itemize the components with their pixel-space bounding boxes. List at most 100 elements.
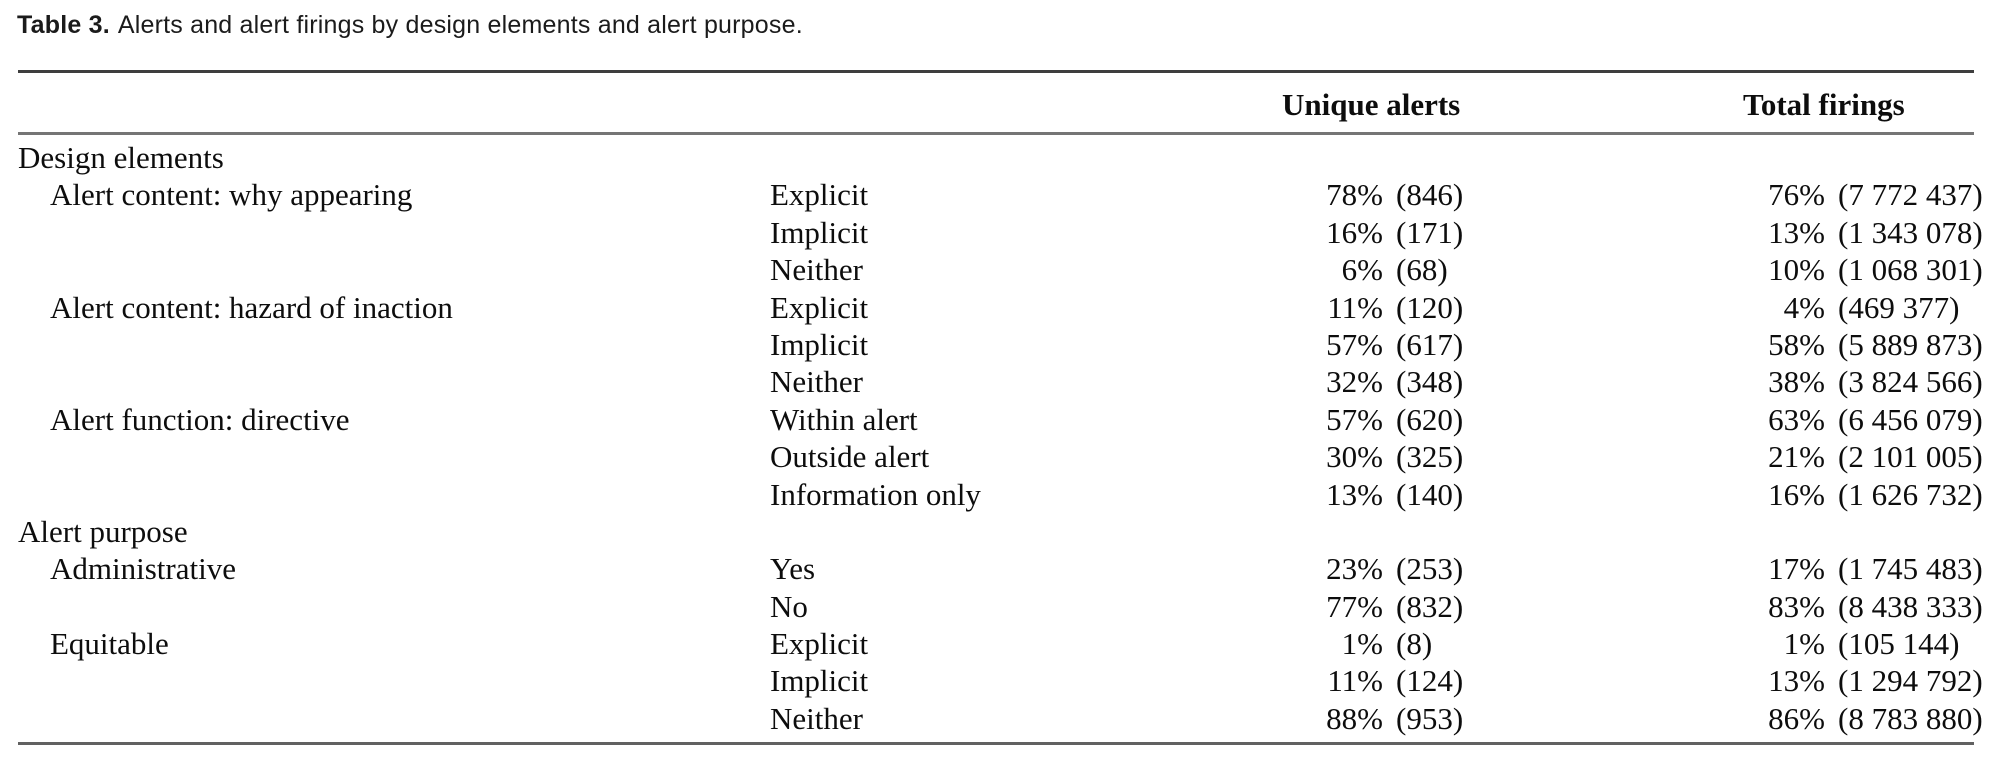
unique-count: (620): [1396, 401, 1464, 437]
table-row: Implicit 57% (617) 58% (5 889 873): [18, 326, 1983, 363]
table-row: Neither 32% (348) 38% (3 824 566): [18, 363, 1983, 400]
group-label: [18, 214, 770, 251]
table-body: Design elements Alert content: why appea…: [18, 135, 1983, 742]
table-row: Alert content: hazard of inaction Explic…: [18, 289, 1974, 326]
total-count: (469 377): [1838, 289, 1960, 325]
group-label: [18, 700, 770, 737]
total-firings-value: 58% (5 889 873): [1740, 326, 1983, 363]
group-label: [18, 438, 770, 475]
level-label: Neither: [770, 252, 863, 288]
unique-count: (8): [1396, 626, 1433, 662]
unique-count: (325): [1396, 439, 1464, 475]
group-label: Equitable: [50, 626, 169, 662]
unique-pct: 1%: [1341, 626, 1383, 662]
unique-alerts-value: 11% (120): [1280, 289, 1740, 326]
table-row: Information only 13% (140) 16% (1 626 732): [18, 476, 1983, 513]
group-label: [18, 251, 770, 288]
unique-alerts-value: 57% (620): [1280, 401, 1740, 438]
unique-alerts-value: 6% (68): [1280, 251, 1740, 288]
unique-count: (832): [1396, 588, 1464, 624]
group-label: [18, 662, 770, 699]
unique-pct: 30%: [1326, 439, 1383, 475]
table-row: No 77% (832) 83% (8 438 333): [18, 588, 1983, 625]
total-pct: 4%: [1783, 289, 1825, 325]
section-label: Design elements: [18, 140, 224, 175]
total-firings-value: 13% (1 294 792): [1740, 662, 1983, 699]
table-row: Implicit 11% (124) 13% (1 294 792): [18, 662, 1983, 699]
level-label: Explicit: [770, 177, 869, 213]
total-pct: 13%: [1768, 663, 1825, 699]
total-firings-value: 13% (1 343 078): [1740, 214, 1983, 251]
unique-alerts-value: 88% (953): [1280, 700, 1740, 737]
group-label: Administrative: [50, 551, 236, 587]
level-label: Yes: [770, 551, 816, 587]
table-row: Alert content: why appearing Explicit 78…: [18, 176, 1983, 213]
total-firings-value: 17% (1 745 483): [1740, 550, 1982, 587]
level-label: Information only: [770, 476, 981, 512]
unique-pct: 11%: [1327, 289, 1383, 325]
total-pct: 83%: [1768, 588, 1825, 624]
group-label: Alert function: directive: [50, 401, 350, 437]
unique-alerts-value: 11% (124): [1280, 662, 1740, 699]
level-label: Within alert: [770, 401, 918, 437]
unique-alerts-value: 16% (171): [1280, 214, 1740, 251]
table-row-section: Alert purpose: [18, 513, 1974, 550]
unique-count: (68): [1396, 252, 1448, 288]
total-count: (1 343 078): [1838, 214, 1983, 250]
table-row: Neither 6% (68) 10% (1 068 301): [18, 251, 1983, 288]
table-row: Alert function: directive Within alert 5…: [18, 401, 1983, 438]
table-row-section: Design elements: [18, 139, 1974, 176]
total-pct: 1%: [1783, 626, 1825, 662]
unique-alerts-value: 78% (846): [1280, 176, 1740, 213]
column-header-total-firings: Total firings: [1743, 87, 1905, 122]
level-label: Explicit: [770, 289, 869, 325]
total-count: (1 294 792): [1838, 663, 1983, 699]
total-firings-value: 1% (105 144): [1740, 625, 1974, 662]
unique-alerts-value: 1% (8): [1280, 625, 1740, 662]
unique-count: (617): [1396, 326, 1464, 362]
table-row: Outside alert 30% (325) 21% (2 101 005): [18, 438, 1983, 475]
unique-pct: 57%: [1326, 326, 1383, 362]
unique-count: (953): [1396, 700, 1464, 736]
unique-alerts-value: 57% (617): [1280, 326, 1740, 363]
unique-count: (253): [1396, 551, 1464, 587]
table-row: Neither 88% (953) 86% (8 783 880): [18, 700, 1983, 737]
level-label: Implicit: [770, 214, 869, 250]
total-count: (5 889 873): [1838, 326, 1983, 362]
total-firings-value: 63% (6 456 079): [1740, 401, 1982, 438]
unique-pct: 11%: [1327, 663, 1383, 699]
column-header-unique-alerts: Unique alerts: [1282, 87, 1461, 122]
total-firings-value: 4% (469 377): [1740, 289, 1974, 326]
total-pct: 38%: [1768, 364, 1825, 400]
total-firings-value: 38% (3 824 566): [1740, 363, 1983, 400]
unique-count: (348): [1396, 364, 1464, 400]
total-count: (3 824 566): [1838, 364, 1983, 400]
total-pct: 13%: [1768, 214, 1825, 250]
total-count: (8 438 333): [1838, 588, 1983, 624]
total-count: (7 772 437): [1838, 177, 1983, 213]
unique-count: (124): [1396, 663, 1464, 699]
unique-pct: 78%: [1326, 177, 1383, 213]
level-label: Neither: [770, 700, 863, 736]
total-pct: 21%: [1768, 439, 1825, 475]
group-label: [18, 326, 770, 363]
table-caption: Table 3. Alerts and alert firings by desi…: [17, 11, 803, 40]
total-pct: 16%: [1768, 476, 1825, 512]
group-label: [18, 363, 770, 400]
group-label: Alert content: hazard of inaction: [50, 289, 453, 325]
level-label: Implicit: [770, 326, 869, 362]
total-firings-value: 16% (1 626 732): [1740, 476, 1982, 513]
unique-alerts-value: 77% (832): [1280, 588, 1740, 625]
data-table: Unique alerts Total firings Design eleme…: [18, 70, 1983, 746]
table-row: Equitable Explicit 1% (8) 1% (105 144): [18, 625, 1974, 662]
total-pct: 58%: [1768, 326, 1825, 362]
level-label: Explicit: [770, 626, 869, 662]
table-row: Administrative Yes 23% (253) 17% (1 745 48…: [18, 550, 1983, 587]
unique-pct: 13%: [1326, 476, 1383, 512]
table-caption-label: Table 3.: [17, 11, 110, 39]
table-header-row: Unique alerts Total firings: [18, 73, 1974, 135]
total-pct: 10%: [1768, 252, 1825, 288]
unique-pct: 77%: [1326, 588, 1383, 624]
total-pct: 17%: [1768, 551, 1825, 587]
total-firings-value: 76% (7 772 437): [1740, 176, 1983, 213]
